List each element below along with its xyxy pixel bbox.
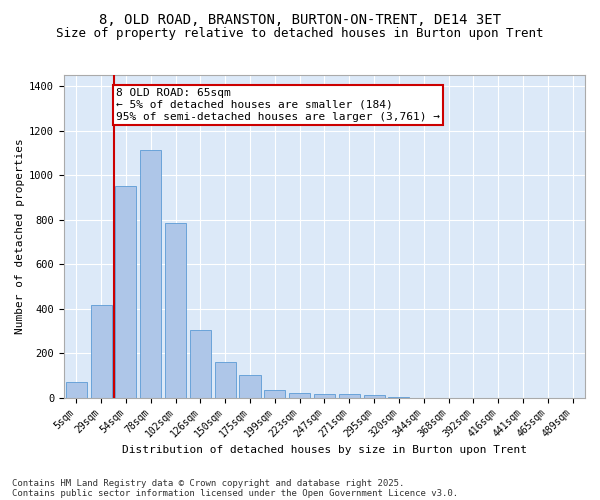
Bar <box>115 186 136 398</box>
Text: 8, OLD ROAD, BRANSTON, BURTON-ON-TRENT, DE14 3ET: 8, OLD ROAD, BRANSTON, BURTON-ON-TRENT, … <box>99 12 501 26</box>
Bar <box>289 394 310 398</box>
Bar <box>388 396 409 398</box>
Bar <box>66 382 87 398</box>
Bar <box>239 376 260 398</box>
Bar <box>264 390 286 398</box>
X-axis label: Distribution of detached houses by size in Burton upon Trent: Distribution of detached houses by size … <box>122 445 527 455</box>
Bar <box>165 223 186 398</box>
Bar <box>314 394 335 398</box>
Bar <box>140 150 161 398</box>
Text: 8 OLD ROAD: 65sqm
← 5% of detached houses are smaller (184)
95% of semi-detached: 8 OLD ROAD: 65sqm ← 5% of detached house… <box>116 88 440 122</box>
Text: Contains HM Land Registry data © Crown copyright and database right 2025.: Contains HM Land Registry data © Crown c… <box>12 478 404 488</box>
Text: Contains public sector information licensed under the Open Government Licence v3: Contains public sector information licen… <box>12 488 458 498</box>
Text: Size of property relative to detached houses in Burton upon Trent: Size of property relative to detached ho… <box>56 28 544 40</box>
Bar <box>339 394 360 398</box>
Bar <box>364 396 385 398</box>
Y-axis label: Number of detached properties: Number of detached properties <box>15 138 25 334</box>
Bar <box>91 306 112 398</box>
Bar <box>215 362 236 398</box>
Bar <box>190 330 211 398</box>
